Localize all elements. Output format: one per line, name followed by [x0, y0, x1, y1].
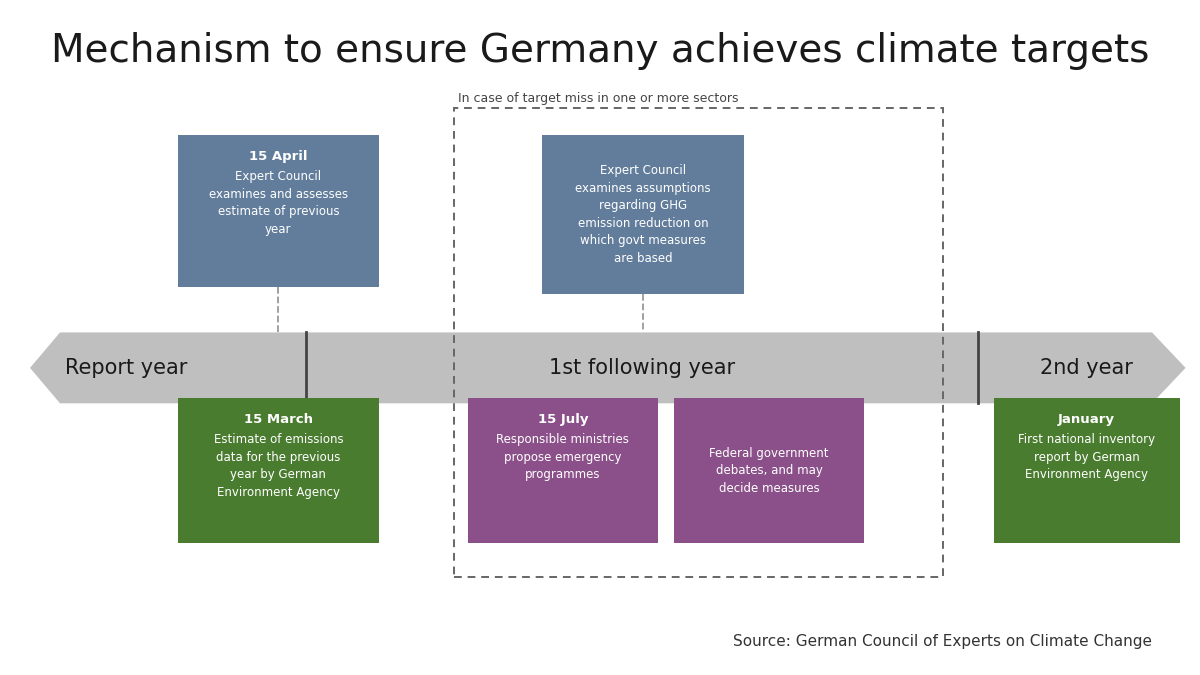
Text: 15 April: 15 April	[250, 150, 307, 163]
Text: Mechanism to ensure Germany achieves climate targets: Mechanism to ensure Germany achieves cli…	[50, 32, 1150, 70]
Text: Report year: Report year	[65, 358, 187, 378]
FancyBboxPatch shape	[468, 398, 658, 543]
Text: 1st following year: 1st following year	[548, 358, 736, 378]
Polygon shape	[30, 332, 1186, 404]
Text: 2nd year: 2nd year	[1039, 358, 1133, 378]
Text: 15 July: 15 July	[538, 413, 588, 426]
Text: 15 March: 15 March	[244, 413, 313, 426]
FancyBboxPatch shape	[178, 135, 379, 287]
Text: In case of target miss in one or more sectors: In case of target miss in one or more se…	[458, 92, 739, 105]
Text: Estimate of emissions
data for the previous
year by German
Environment Agency: Estimate of emissions data for the previ…	[214, 433, 343, 499]
Text: First national inventory
report by German
Environment Agency: First national inventory report by Germa…	[1018, 433, 1156, 481]
Bar	[454, 108, 943, 577]
Text: Expert Council
examines and assesses
estimate of previous
year: Expert Council examines and assesses est…	[209, 170, 348, 236]
Text: January: January	[1058, 413, 1115, 426]
Text: Source: German Council of Experts on Climate Change: Source: German Council of Experts on Cli…	[733, 634, 1152, 649]
Text: Responsible ministries
propose emergency
programmes: Responsible ministries propose emergency…	[497, 433, 629, 481]
Text: Federal government
debates, and may
decide measures: Federal government debates, and may deci…	[709, 447, 829, 495]
FancyBboxPatch shape	[542, 135, 744, 294]
FancyBboxPatch shape	[674, 398, 864, 543]
FancyBboxPatch shape	[994, 398, 1180, 543]
Text: Expert Council
examines assumptions
regarding GHG
emission reduction on
which go: Expert Council examines assumptions rega…	[575, 164, 712, 265]
FancyBboxPatch shape	[178, 398, 379, 543]
